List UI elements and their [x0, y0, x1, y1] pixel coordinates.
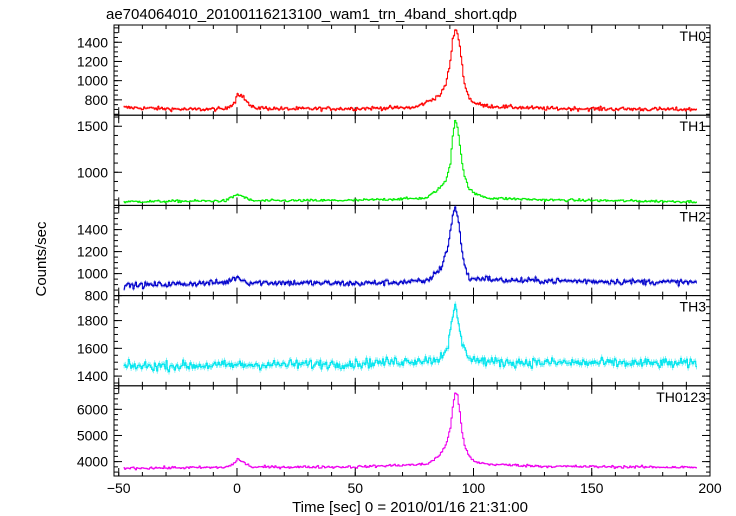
- x-axis-label: Time [sec] 0 = 2010/01/16 21:31:00: [292, 499, 528, 516]
- x-tick-label: 100: [462, 480, 486, 496]
- panel-frame: [113, 114, 711, 206]
- y-tick-label: 4000: [77, 454, 108, 470]
- panel-th0123: 4000 5000 6000 TH0123: [77, 385, 711, 477]
- y-tick-label: 1600: [77, 340, 108, 356]
- x-tick-label: 50: [347, 480, 363, 496]
- error-bars-th2: [123, 205, 697, 291]
- y-tick-label: 1800: [77, 313, 108, 329]
- error-bars-th0: [123, 28, 697, 113]
- series-line-th3: [123, 303, 697, 373]
- x-tick-label: −50: [107, 480, 131, 496]
- y-tick-label: 6000: [77, 401, 108, 417]
- y-tick-label: 1000: [77, 73, 108, 89]
- panel-th3: 1400 1600 1800 TH3: [77, 295, 711, 387]
- panel-label: TH0: [680, 28, 707, 44]
- panel-frame: [113, 295, 711, 387]
- series-line-th0123: [123, 392, 697, 471]
- panel-label: TH2: [680, 208, 707, 224]
- panel-frame: [113, 24, 711, 116]
- y-tick-label: 800: [85, 92, 109, 108]
- y-tick-label: 1000: [77, 164, 108, 180]
- y-tick-label: 1000: [77, 266, 108, 282]
- y-tick-label: 1400: [77, 222, 108, 238]
- panel-label: TH0123: [656, 389, 706, 405]
- panel-th2: 800 1000 1200 1400 TH2: [77, 204, 711, 304]
- panel-frame: [113, 385, 711, 477]
- panel-th1: 1000 1500 TH1: [77, 114, 711, 206]
- y-tick-label: 1400: [77, 34, 108, 50]
- series-line-th0: [123, 29, 697, 112]
- y-tick-label: 1500: [77, 118, 108, 134]
- y-tick-label: 1200: [77, 244, 108, 260]
- y-tick-label: 1200: [77, 53, 108, 69]
- series-line-th1: [123, 120, 697, 204]
- panel-label: TH3: [680, 299, 707, 315]
- series-line-th2: [123, 206, 697, 290]
- y-tick-label: 800: [85, 288, 109, 304]
- y-axis-label: Counts/sec: [33, 221, 50, 297]
- panel-label: TH1: [680, 118, 707, 134]
- y-tick-label: 5000: [77, 427, 108, 443]
- x-tick-label: 200: [698, 480, 722, 496]
- x-tick-label: 150: [580, 480, 604, 496]
- error-bars-th0123: [123, 392, 697, 471]
- error-bars-th1: [123, 119, 697, 204]
- x-tick-label: 0: [233, 480, 241, 496]
- y-tick-label: 1400: [77, 368, 108, 384]
- panel-th0: 800 1000 1200 1400 TH0: [77, 24, 711, 116]
- chart-title: ae704064010_20100116213100_wam1_trn_4ban…: [106, 6, 517, 23]
